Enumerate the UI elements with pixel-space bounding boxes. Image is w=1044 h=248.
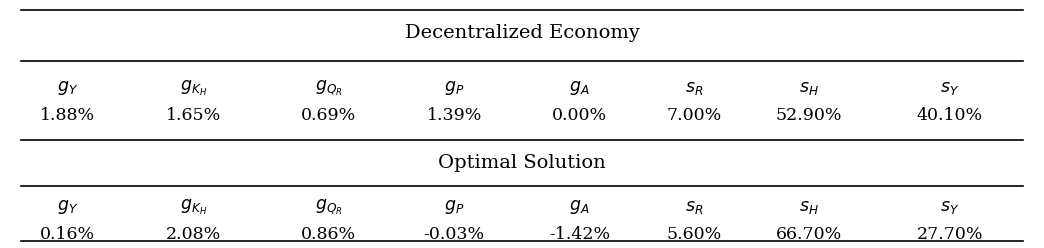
Text: $g_{K_H}$: $g_{K_H}$ xyxy=(180,78,207,98)
Text: 0.16%: 0.16% xyxy=(41,226,95,243)
Text: Optimal Solution: Optimal Solution xyxy=(438,154,606,172)
Text: 52.90%: 52.90% xyxy=(776,107,843,124)
Text: 0.69%: 0.69% xyxy=(302,107,356,124)
Text: $s_R$: $s_R$ xyxy=(685,80,704,96)
Text: $g_A$: $g_A$ xyxy=(569,198,590,216)
Text: $g_P$: $g_P$ xyxy=(444,198,465,216)
Text: $g_A$: $g_A$ xyxy=(569,79,590,97)
Text: $g_Y$: $g_Y$ xyxy=(57,198,78,216)
Text: 1.39%: 1.39% xyxy=(426,107,482,124)
Text: $g_Y$: $g_Y$ xyxy=(57,79,78,97)
Text: $g_{Q_R}$: $g_{Q_R}$ xyxy=(315,197,342,217)
Text: $s_R$: $s_R$ xyxy=(685,199,704,216)
Text: $s_Y$: $s_Y$ xyxy=(941,199,959,216)
Text: $s_Y$: $s_Y$ xyxy=(941,80,959,96)
Text: 5.60%: 5.60% xyxy=(667,226,721,243)
Text: $g_{Q_R}$: $g_{Q_R}$ xyxy=(315,78,342,98)
Text: 0.00%: 0.00% xyxy=(552,107,607,124)
Text: 7.00%: 7.00% xyxy=(667,107,721,124)
Text: $g_{K_H}$: $g_{K_H}$ xyxy=(180,197,207,217)
Text: $s_H$: $s_H$ xyxy=(799,199,820,216)
Text: $g_P$: $g_P$ xyxy=(444,79,465,97)
Text: 1.65%: 1.65% xyxy=(166,107,220,124)
Text: 27.70%: 27.70% xyxy=(917,226,983,243)
Text: Decentralized Economy: Decentralized Economy xyxy=(405,24,639,42)
Text: $s_H$: $s_H$ xyxy=(799,80,820,96)
Text: 1.88%: 1.88% xyxy=(41,107,95,124)
Text: 0.86%: 0.86% xyxy=(302,226,356,243)
Text: -0.03%: -0.03% xyxy=(424,226,484,243)
Text: 2.08%: 2.08% xyxy=(166,226,220,243)
Text: -1.42%: -1.42% xyxy=(549,226,610,243)
Text: 40.10%: 40.10% xyxy=(917,107,983,124)
Text: 66.70%: 66.70% xyxy=(776,226,843,243)
